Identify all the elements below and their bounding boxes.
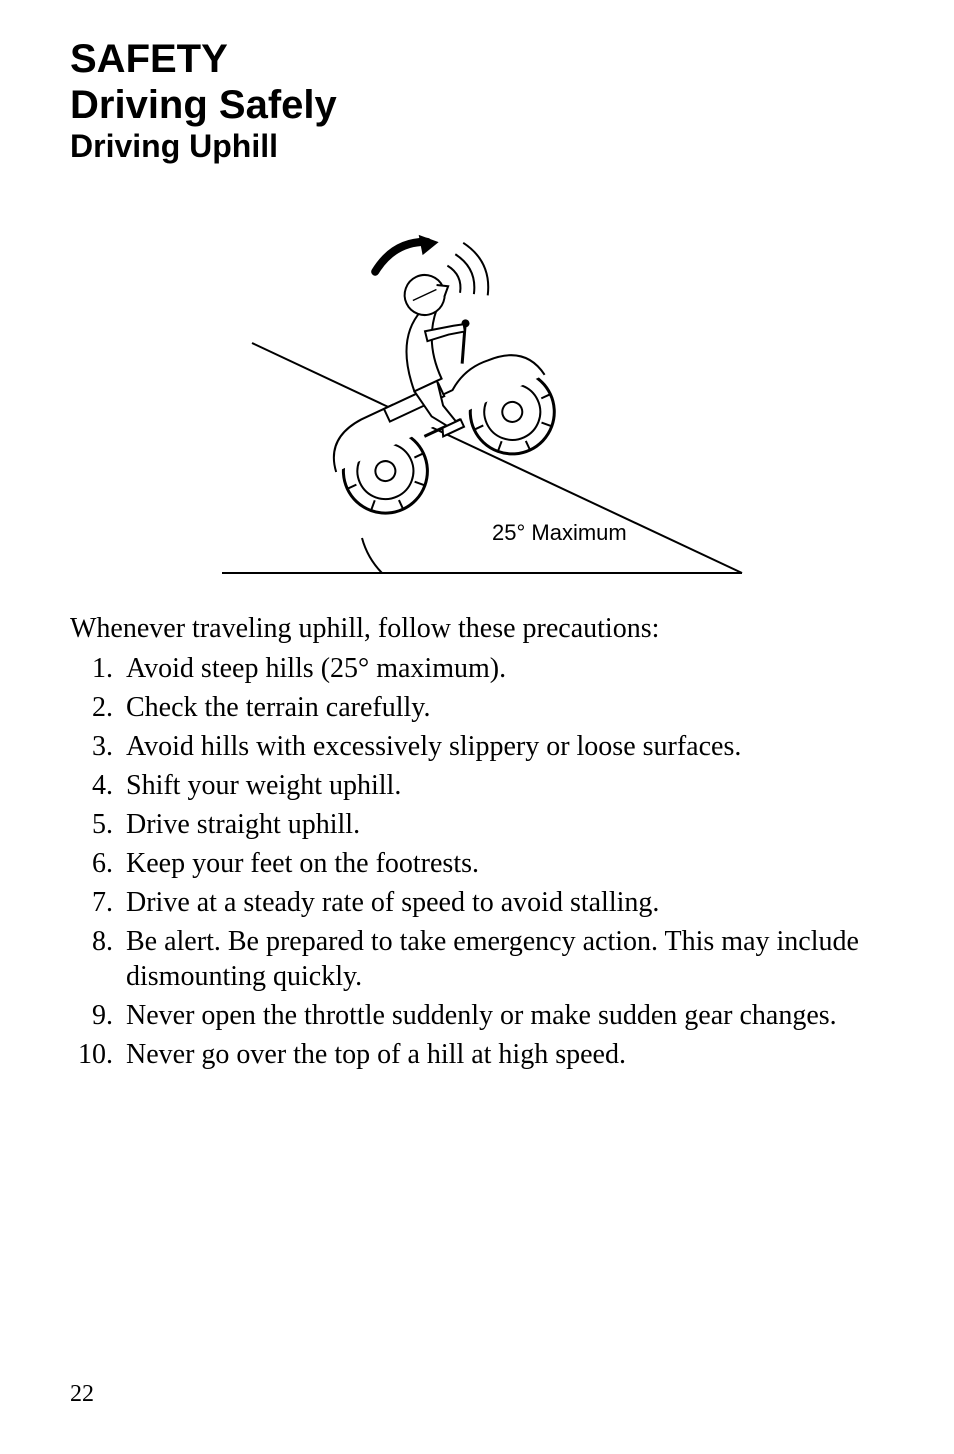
list-item: Keep your feet on the footrests.: [120, 846, 894, 881]
list-item: Shift your weight uphill.: [120, 768, 894, 803]
list-item: Never go over the top of a hill at high …: [120, 1037, 894, 1072]
list-item: Be alert. Be prepared to take emergency …: [120, 924, 894, 994]
list-item: Avoid steep hills (25° maximum).: [120, 651, 894, 686]
motion-arrow-icon: [369, 229, 441, 277]
list-item: Drive straight uphill.: [120, 807, 894, 842]
list-item: Check the terrain carefully.: [120, 690, 894, 725]
section-heading: Driving Safely: [70, 82, 894, 128]
list-item: Never open the throttle suddenly or make…: [120, 998, 894, 1033]
illustration-caption: 25° Maximum: [492, 520, 627, 545]
illustration-container: 25° Maximum: [70, 183, 894, 583]
angle-arc: [362, 538, 382, 573]
atv-rider-group: [260, 212, 571, 529]
list-item: Avoid hills with excessively slippery or…: [120, 729, 894, 764]
page-number: 22: [70, 1381, 94, 1408]
atv-uphill-illustration: 25° Maximum: [202, 183, 762, 583]
motion-arcs-icon: [441, 239, 495, 306]
list-item: Drive at a steady rate of speed to avoid…: [120, 885, 894, 920]
intro-text: Whenever traveling uphill, follow these …: [70, 613, 894, 645]
precautions-list: Avoid steep hills (25° maximum). Check t…: [70, 651, 894, 1072]
subsection-heading: Driving Uphill: [70, 128, 894, 165]
category-heading: SAFETY: [70, 36, 894, 82]
